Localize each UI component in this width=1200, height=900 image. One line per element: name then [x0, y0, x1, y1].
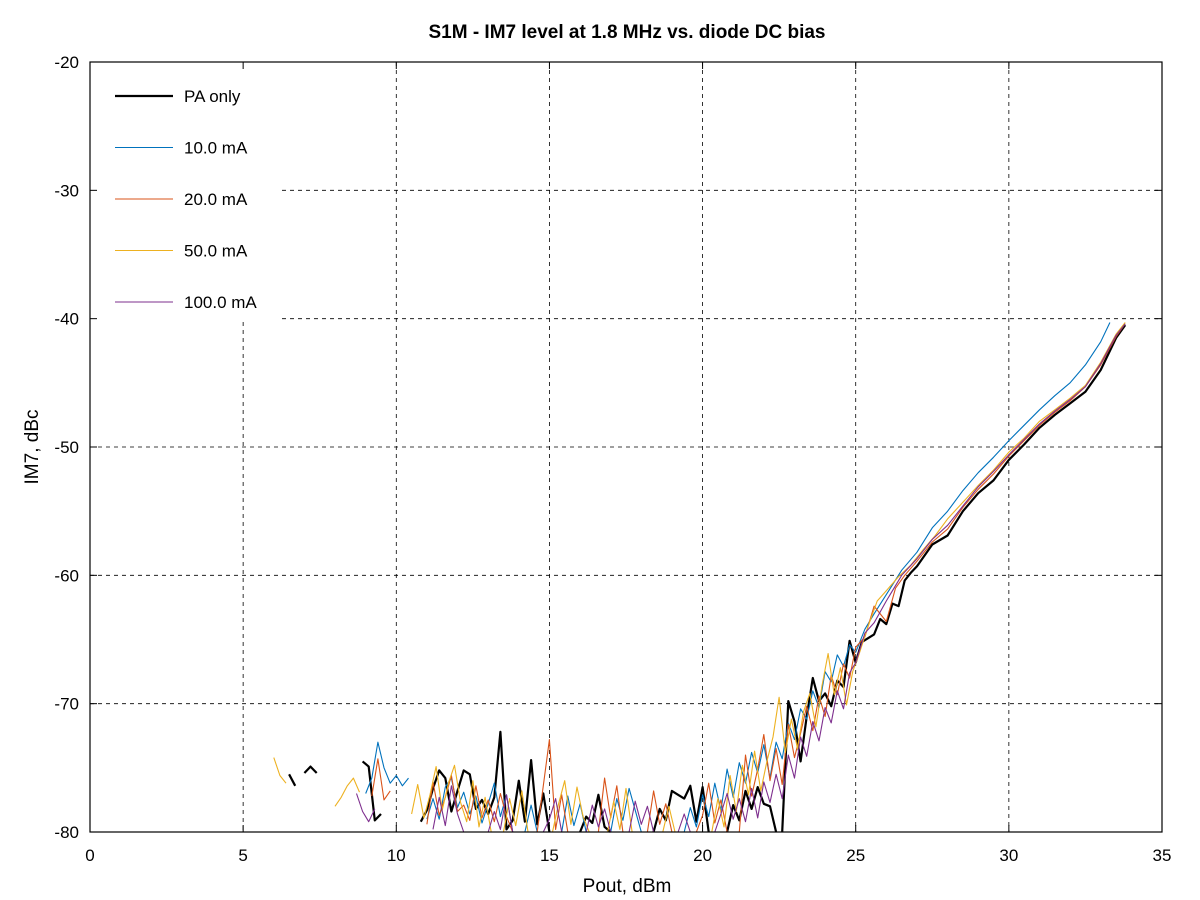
series-5-line	[355, 323, 1126, 833]
legend-label: 20.0 mA	[184, 190, 248, 209]
y-tick-label: -30	[54, 181, 79, 200]
series-segment	[781, 324, 1127, 833]
series-segment	[536, 739, 569, 833]
x-tick-label: 10	[387, 846, 406, 865]
y-tick-label: -80	[54, 823, 79, 842]
series-segment	[502, 790, 529, 833]
series-1-line	[288, 324, 1127, 833]
series-segment	[628, 800, 655, 833]
x-tick-label: 30	[999, 846, 1018, 865]
series-segment	[610, 787, 642, 833]
x-tick-label: 20	[693, 846, 712, 865]
series-segment	[365, 741, 409, 794]
legend-label: 100.0 mA	[184, 293, 257, 312]
series-segment	[551, 780, 590, 833]
x-tick-label: 15	[540, 846, 559, 865]
y-tick-label: -20	[54, 53, 79, 72]
grid-lines	[90, 62, 1162, 832]
series-segment	[646, 790, 673, 833]
series-segment	[371, 758, 391, 801]
series-segment	[585, 804, 612, 833]
series-segment	[432, 785, 465, 833]
y-tick-label: -70	[54, 695, 79, 714]
y-tick-label: -40	[54, 310, 79, 329]
series-4-line	[273, 322, 1126, 833]
series-segment	[695, 782, 728, 833]
x-tick-label: 5	[238, 846, 247, 865]
x-tick-label: 0	[85, 846, 94, 865]
series-segment	[288, 773, 297, 787]
series-segment	[579, 793, 612, 833]
x-tick-label: 35	[1153, 846, 1172, 865]
series-segment	[303, 765, 318, 774]
chart-title: S1M - IM7 level at 1.8 MHz vs. diode DC …	[428, 22, 825, 43]
legend-label: 10.0 mA	[184, 139, 248, 158]
x-tick-label: 25	[846, 846, 865, 865]
legend-background	[91, 63, 282, 322]
legend: PA only 10.0 mA 20.0 mA 50.0 mA 100.0 mA	[91, 63, 282, 322]
series-segment	[677, 813, 691, 833]
y-axis-label: IM7, dBc	[22, 410, 43, 485]
series-lines	[273, 322, 1127, 833]
series-segment	[711, 322, 1126, 833]
series-segment	[419, 730, 551, 833]
series-segment	[714, 323, 1126, 833]
series-segment	[411, 764, 492, 833]
series-segment	[607, 787, 633, 833]
axis-ticks: 0 5 10 15 20 25 30 35 -80 -70 -60 -50 -40 -30 -20	[54, 53, 1171, 865]
x-axis-label: Pout, dBm	[583, 876, 672, 897]
legend-label: PA only	[184, 87, 241, 106]
series-segment	[542, 798, 563, 833]
series-segment	[738, 323, 1126, 833]
series-segment	[273, 757, 287, 784]
series-segment	[726, 785, 778, 833]
y-tick-label: -50	[54, 438, 79, 457]
legend-label: 50.0 mA	[184, 242, 248, 261]
series-segment	[334, 777, 361, 807]
series-segment	[487, 794, 514, 833]
series-segment	[355, 793, 376, 823]
y-tick-label: -60	[54, 566, 79, 585]
series-segment	[662, 805, 676, 833]
